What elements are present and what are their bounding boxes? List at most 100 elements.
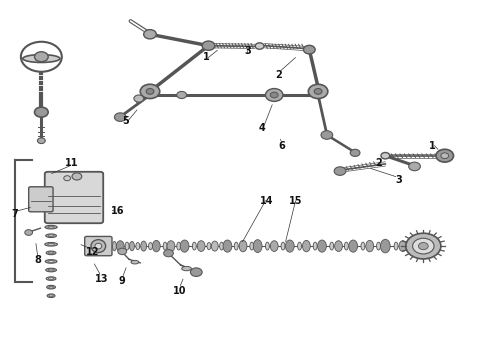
Ellipse shape [318,240,326,252]
Circle shape [164,249,173,257]
Ellipse shape [399,241,407,251]
Ellipse shape [167,241,175,251]
Ellipse shape [250,242,254,250]
Circle shape [314,89,322,94]
Text: 4: 4 [259,123,266,133]
Circle shape [144,30,156,39]
Ellipse shape [381,153,390,159]
Circle shape [266,89,283,102]
Ellipse shape [49,278,54,279]
Ellipse shape [48,261,54,262]
Ellipse shape [266,242,270,250]
Text: 8: 8 [34,255,41,265]
Ellipse shape [376,242,380,250]
Circle shape [118,248,126,255]
Ellipse shape [48,269,54,271]
Circle shape [72,173,82,180]
Ellipse shape [380,239,390,253]
Ellipse shape [234,242,238,250]
Ellipse shape [49,252,54,254]
Circle shape [409,162,420,171]
Circle shape [64,176,71,181]
Ellipse shape [207,243,211,249]
Ellipse shape [95,243,102,249]
Text: 1: 1 [203,52,209,62]
Ellipse shape [141,241,147,251]
Circle shape [146,89,154,94]
Ellipse shape [344,242,348,250]
Ellipse shape [239,240,247,252]
Text: 2: 2 [276,69,282,80]
Ellipse shape [193,242,196,250]
Text: 12: 12 [86,247,100,257]
Ellipse shape [152,240,160,252]
Circle shape [270,92,278,98]
Circle shape [441,153,449,158]
Text: 1: 1 [429,141,436,151]
Ellipse shape [270,241,278,251]
Ellipse shape [313,242,317,250]
Ellipse shape [46,251,56,255]
Ellipse shape [48,243,54,245]
Circle shape [34,107,48,117]
FancyBboxPatch shape [85,237,112,256]
Ellipse shape [335,241,343,251]
Ellipse shape [49,286,53,288]
Circle shape [134,95,144,102]
Circle shape [406,233,441,259]
Circle shape [418,243,428,249]
Text: 3: 3 [244,46,251,56]
Ellipse shape [255,43,264,49]
Circle shape [34,52,48,62]
Text: 10: 10 [172,286,186,296]
Ellipse shape [182,266,192,271]
Text: 3: 3 [395,175,402,185]
Circle shape [115,113,126,121]
Ellipse shape [49,295,53,297]
Circle shape [321,131,333,139]
Circle shape [191,268,202,276]
Circle shape [140,84,160,99]
Ellipse shape [48,235,54,237]
Text: 7: 7 [12,209,19,219]
Ellipse shape [136,243,140,249]
Ellipse shape [45,260,57,263]
Text: 2: 2 [376,158,382,168]
Ellipse shape [46,234,56,238]
Ellipse shape [330,242,334,250]
Ellipse shape [361,242,365,250]
Ellipse shape [180,240,189,252]
Circle shape [303,45,315,54]
Ellipse shape [113,242,116,251]
Ellipse shape [253,240,262,252]
Text: 15: 15 [290,196,303,206]
Ellipse shape [197,241,205,251]
Ellipse shape [148,243,152,249]
Ellipse shape [177,242,181,250]
Ellipse shape [394,242,398,250]
Circle shape [350,149,360,157]
Ellipse shape [297,242,301,250]
Circle shape [436,149,454,162]
Ellipse shape [223,240,232,252]
Ellipse shape [45,225,57,229]
Ellipse shape [366,240,374,252]
Text: 14: 14 [260,196,274,206]
Circle shape [308,84,328,99]
Ellipse shape [48,226,54,228]
Circle shape [37,138,45,144]
Text: 6: 6 [278,141,285,151]
Ellipse shape [125,242,129,250]
Ellipse shape [281,242,285,250]
Ellipse shape [91,240,106,252]
Ellipse shape [46,268,56,272]
Ellipse shape [47,294,55,297]
Ellipse shape [46,277,56,280]
Text: 11: 11 [65,158,79,168]
Circle shape [202,41,215,50]
Circle shape [177,91,187,99]
Ellipse shape [163,242,167,250]
Circle shape [25,230,32,235]
Ellipse shape [211,241,218,251]
Ellipse shape [131,260,139,264]
